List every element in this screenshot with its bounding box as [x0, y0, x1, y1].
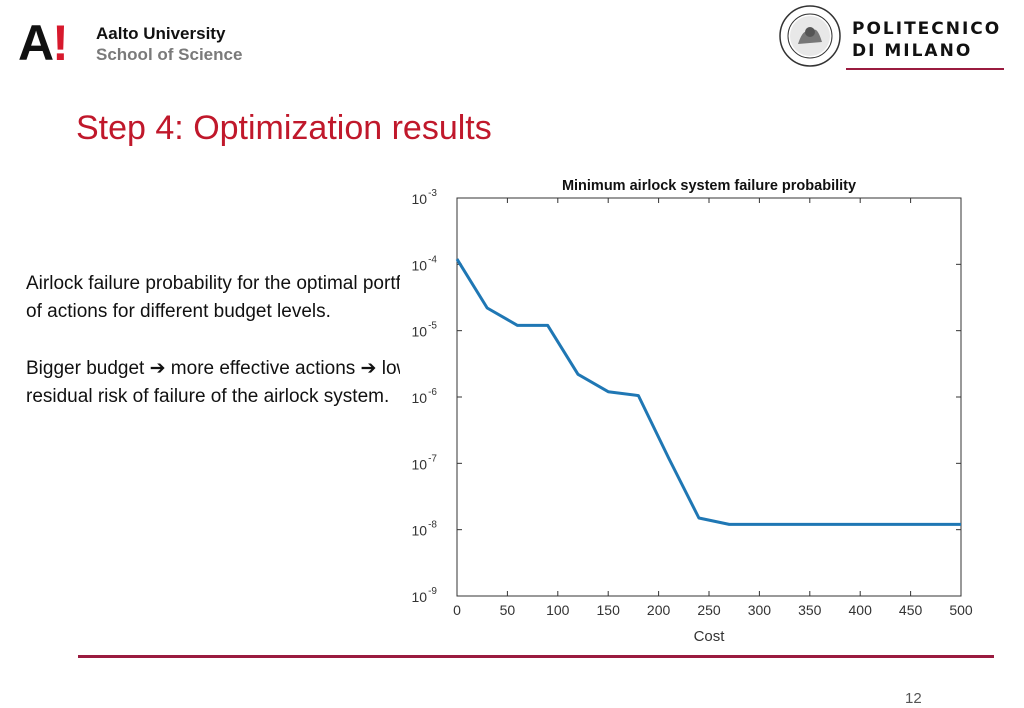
polimi-line-1: POLITECNICO — [852, 19, 1002, 39]
politecnico-milano-logo: POLITECNICO DI MILANO — [778, 4, 1008, 70]
polimi-line-2: DI MILANO — [852, 41, 973, 61]
y-tick-exponent: -6 — [428, 387, 437, 398]
header-divider — [846, 68, 1004, 70]
footer-divider — [78, 655, 994, 658]
polimi-seal-icon — [779, 5, 841, 67]
y-tick-exponent: -4 — [428, 254, 437, 265]
x-axis-label: Cost — [694, 628, 726, 645]
chart-title: Minimum airlock system failure probabili… — [562, 178, 856, 194]
paragraph-conclusion: Bigger budget ➔ more effective actions ➔… — [26, 357, 427, 407]
series-line — [455, 258, 961, 526]
slide-body-text: Airlock failure probability for the opti… — [26, 270, 446, 411]
x-tick-label: 300 — [748, 602, 772, 618]
y-tick-exponent: -7 — [428, 453, 437, 464]
arrow-right-icon: ➔ — [360, 357, 377, 379]
x-tick-label: 200 — [647, 602, 671, 618]
x-tick-label: 350 — [798, 602, 822, 618]
plot-background — [400, 168, 990, 650]
arrow-right-icon: ➔ — [149, 357, 166, 379]
y-tick-exponent: -9 — [428, 586, 437, 597]
paragraph-description: Airlock failure probability for the opti… — [26, 273, 431, 322]
aalto-school-name: School of Science — [96, 45, 243, 64]
x-tick-label: 250 — [697, 602, 721, 618]
x-tick-label: 400 — [849, 602, 873, 618]
y-tick-exponent: -5 — [428, 321, 437, 332]
x-tick-label: 100 — [546, 602, 570, 618]
y-axis: 10-310-410-510-610-710-810-9 — [412, 188, 961, 605]
aalto-a-mark: A! — [18, 15, 69, 71]
x-axis: 0 50 100 150 200 250 300 350 400 450 500 — [453, 198, 973, 618]
aalto-university-name: Aalto University — [96, 24, 226, 43]
page-number: 12 — [905, 690, 922, 707]
y-tick-exponent: -3 — [428, 188, 437, 199]
slide-title: Step 4: Optimization results — [76, 109, 492, 147]
y-tick-exponent: -8 — [428, 520, 437, 531]
x-tick-label: 500 — [949, 602, 973, 618]
x-tick-label: 50 — [500, 602, 516, 618]
x-tick-label: 450 — [899, 602, 923, 618]
x-tick-label: 150 — [597, 602, 621, 618]
polimi-name: POLITECNICO DI MILANO — [852, 18, 1001, 62]
aalto-university-logo: A! Aalto University School of Science — [18, 14, 288, 68]
failure-probability-chart: Minimum airlock system failure probabili… — [400, 168, 990, 650]
x-tick-label: 0 — [453, 602, 461, 618]
